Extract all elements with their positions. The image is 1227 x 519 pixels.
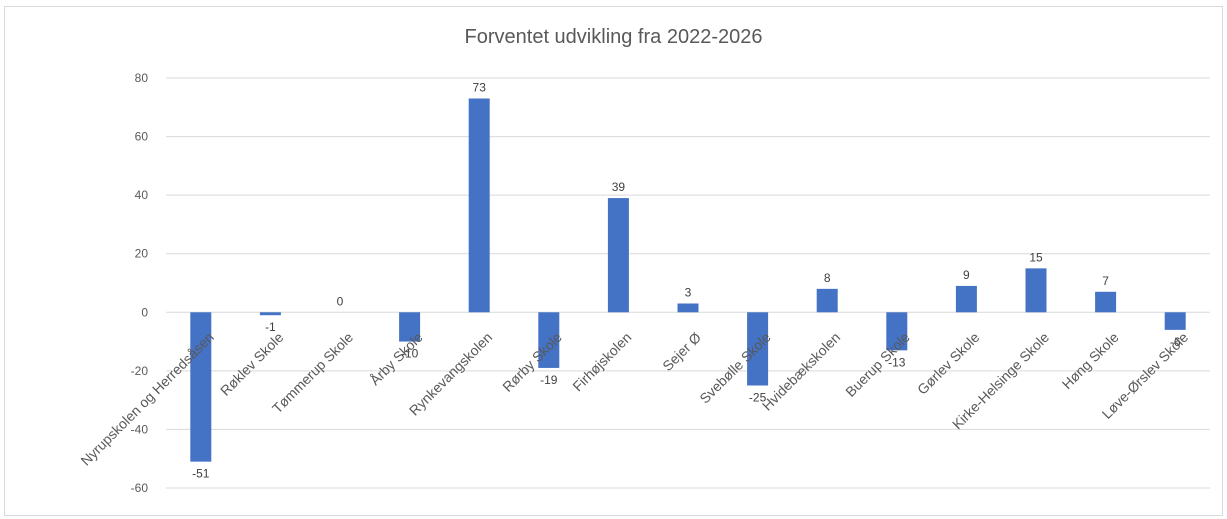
y-tick-label: 20 bbox=[135, 247, 149, 261]
bars bbox=[190, 98, 1186, 462]
y-tick-label: 80 bbox=[135, 71, 149, 85]
bar bbox=[886, 312, 908, 351]
data-label: -19 bbox=[540, 373, 558, 387]
data-label: 9 bbox=[963, 268, 970, 282]
data-label: -13 bbox=[888, 355, 906, 369]
y-tick-label: 0 bbox=[141, 305, 148, 319]
bar bbox=[1025, 268, 1047, 313]
category-label: Høng Skole bbox=[1059, 329, 1122, 392]
chart-title: Forventet udvikling fra 2022-2026 bbox=[464, 26, 763, 48]
bar bbox=[190, 312, 212, 462]
bar bbox=[259, 312, 281, 316]
data-label: 3 bbox=[685, 286, 692, 300]
data-label: -51 bbox=[192, 467, 210, 481]
data-label: -10 bbox=[401, 347, 419, 361]
category-label: Sejer Ø bbox=[659, 329, 704, 374]
y-tick-label: -60 bbox=[131, 481, 149, 495]
y-tick-label: -40 bbox=[131, 422, 149, 436]
data-label: 8 bbox=[824, 271, 831, 285]
category-label: Firhøjskolen bbox=[569, 329, 634, 394]
bar bbox=[955, 285, 977, 313]
bar bbox=[538, 312, 560, 368]
category-label: Gørlev Skole bbox=[914, 329, 983, 398]
bar bbox=[468, 98, 490, 313]
bar bbox=[1164, 312, 1186, 330]
data-label: 15 bbox=[1029, 250, 1043, 264]
bar bbox=[399, 312, 421, 342]
bar bbox=[816, 288, 838, 313]
data-label: 0 bbox=[337, 294, 344, 308]
bar bbox=[607, 198, 629, 313]
data-label: -25 bbox=[749, 391, 767, 405]
data-label: 7 bbox=[1102, 274, 1109, 288]
data-label: 39 bbox=[612, 180, 626, 194]
data-label: -1 bbox=[265, 320, 276, 334]
data-label: -6 bbox=[1170, 335, 1181, 349]
bar bbox=[1095, 291, 1117, 313]
y-tick-label: 40 bbox=[135, 188, 149, 202]
y-tick-label: -20 bbox=[131, 364, 149, 378]
category-label: Røklev Skole bbox=[217, 329, 287, 399]
y-tick-label: 60 bbox=[135, 130, 149, 144]
bar bbox=[677, 303, 699, 313]
gridlines bbox=[166, 77, 1210, 489]
bar bbox=[747, 312, 769, 386]
data-label: 73 bbox=[473, 81, 487, 95]
